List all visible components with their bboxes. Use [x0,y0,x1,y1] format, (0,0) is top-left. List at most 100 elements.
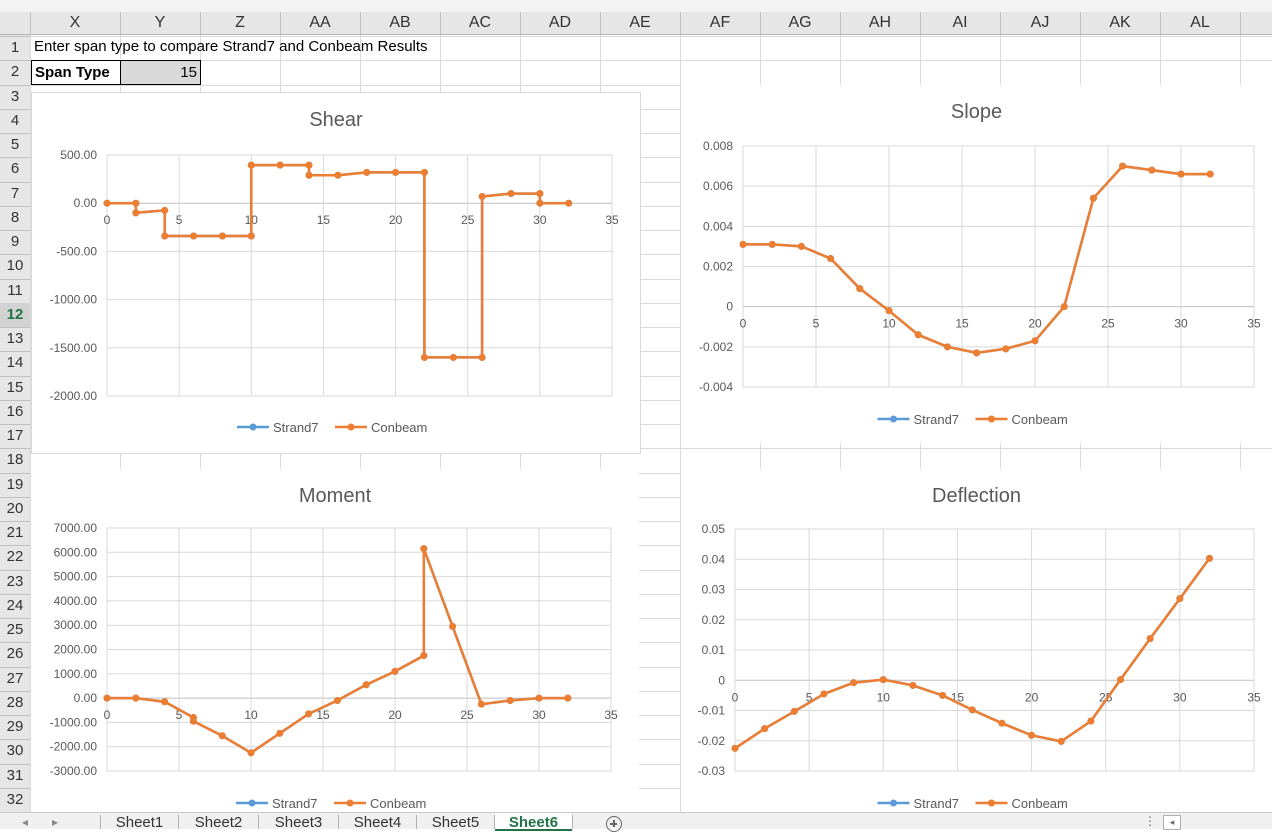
column-header[interactable]: X [69,14,81,31]
data-point[interactable] [820,690,828,698]
data-point[interactable] [909,681,917,689]
row-header[interactable]: 14 [6,354,24,371]
data-point[interactable] [1028,731,1036,739]
row-header[interactable]: 5 [10,136,20,153]
row-header[interactable]: 7 [10,185,20,202]
data-point[interactable] [276,161,284,169]
data-point[interactable] [218,732,226,740]
data-point[interactable] [420,652,428,660]
data-point[interactable] [190,232,198,240]
sheet-tab-sheet6[interactable]: Sheet6 [495,813,572,831]
data-point[interactable] [565,199,573,207]
column-header[interactable]: AC [468,14,492,31]
data-point[interactable] [1087,717,1095,725]
row-header[interactable]: 15 [6,379,24,396]
data-point[interactable] [247,232,255,240]
data-point[interactable] [305,171,313,179]
data-point[interactable] [968,706,976,714]
row-header[interactable]: 25 [6,621,24,638]
row-header[interactable]: 21 [6,524,24,541]
data-point[interactable] [1119,162,1127,170]
data-point[interactable] [856,285,864,293]
data-point[interactable] [161,232,169,240]
data-point[interactable] [998,719,1006,727]
row-header[interactable]: 28 [6,694,24,711]
row-header[interactable]: 8 [10,209,20,226]
data-point[interactable] [391,667,399,675]
data-point[interactable] [768,240,776,248]
row-header[interactable]: 23 [6,573,24,590]
shear-chart[interactable]: Shear 500.00 0.00 -500.00 -1000.00 -1500.00 -2… [31,92,641,454]
data-point[interactable] [885,307,893,315]
data-point[interactable] [392,168,400,176]
row-header[interactable]: 10 [6,257,24,274]
column-header[interactable]: AA [309,14,331,31]
data-point[interactable] [790,707,798,715]
data-point[interactable] [449,353,457,361]
data-point[interactable] [420,168,428,176]
column-header[interactable]: AE [629,14,651,31]
data-point[interactable] [1148,166,1156,174]
data-point[interactable] [1206,170,1214,178]
column-header[interactable]: Z [235,14,245,31]
span-type-value-cell[interactable]: 15 [120,60,201,85]
data-point[interactable] [247,749,255,757]
data-point[interactable] [1089,194,1097,202]
data-point[interactable] [939,691,947,699]
column-header[interactable]: AJ [1030,14,1050,31]
row-header[interactable]: 20 [6,500,24,517]
row-header[interactable]: 3 [10,88,20,105]
data-point[interactable] [363,168,371,176]
row-header[interactable]: 26 [6,645,24,662]
data-point[interactable] [189,717,197,725]
data-point[interactable] [161,206,169,214]
data-point[interactable] [536,190,544,198]
row-header[interactable]: 27 [6,670,24,687]
row-header[interactable]: 2 [10,63,20,80]
data-point[interactable] [449,622,457,630]
data-point[interactable] [1176,595,1184,603]
sheet-tab-sheet3[interactable]: Sheet3 [274,814,323,831]
data-point[interactable] [1060,303,1068,311]
data-point[interactable] [797,242,805,250]
span-type-label-cell[interactable]: Span Type [31,60,123,85]
data-point[interactable] [420,353,428,361]
data-point[interactable] [850,679,858,687]
row-header[interactable]: 18 [6,451,24,468]
row-header[interactable]: 17 [6,427,24,444]
data-point[interactable] [564,694,572,702]
data-point[interactable] [305,161,313,169]
column-header[interactable]: AB [389,14,411,31]
data-point[interactable] [1206,554,1214,562]
data-point[interactable] [247,161,255,169]
scroll-tabs-left-icon[interactable]: ◂ [22,815,29,829]
data-point[interactable] [731,744,739,752]
data-point[interactable] [507,190,515,198]
series-line-conbeam[interactable] [107,163,569,359]
sheet-tab-sheet5[interactable]: Sheet5 [431,814,480,831]
sheet-tab-sheet4[interactable]: Sheet4 [353,814,402,831]
scroll-tabs-right-icon[interactable]: ▸ [52,815,59,829]
plus-circle-icon[interactable] [606,816,622,832]
data-point[interactable] [132,694,140,702]
row-header[interactable]: 9 [10,233,20,250]
data-point[interactable] [132,199,140,207]
series-line-conbeam[interactable] [734,557,1211,750]
row-header[interactable]: 24 [6,597,24,614]
slope-chart[interactable]: Slope 0.008 0.006 0.004 0.002 0 -0.002 -0.004 0 5… [681,85,1272,443]
moment-chart[interactable]: Moment 7000.00 6000.00 5000.00 4000.00 3000.0… [31,469,639,812]
row-header[interactable]: 12 [0,303,30,327]
data-point[interactable] [305,710,313,718]
row-header[interactable]: 16 [6,403,24,420]
data-point[interactable] [103,694,111,702]
data-point[interactable] [535,694,543,702]
data-point[interactable] [103,199,111,207]
data-point[interactable] [943,343,951,351]
row-header[interactable]: 31 [6,767,24,784]
data-point[interactable] [1057,737,1065,745]
column-header[interactable]: AD [548,14,572,31]
data-point[interactable] [506,697,514,705]
sheet-tab-sheet1[interactable]: Sheet1 [115,814,164,831]
column-header[interactable]: Y [154,14,166,31]
